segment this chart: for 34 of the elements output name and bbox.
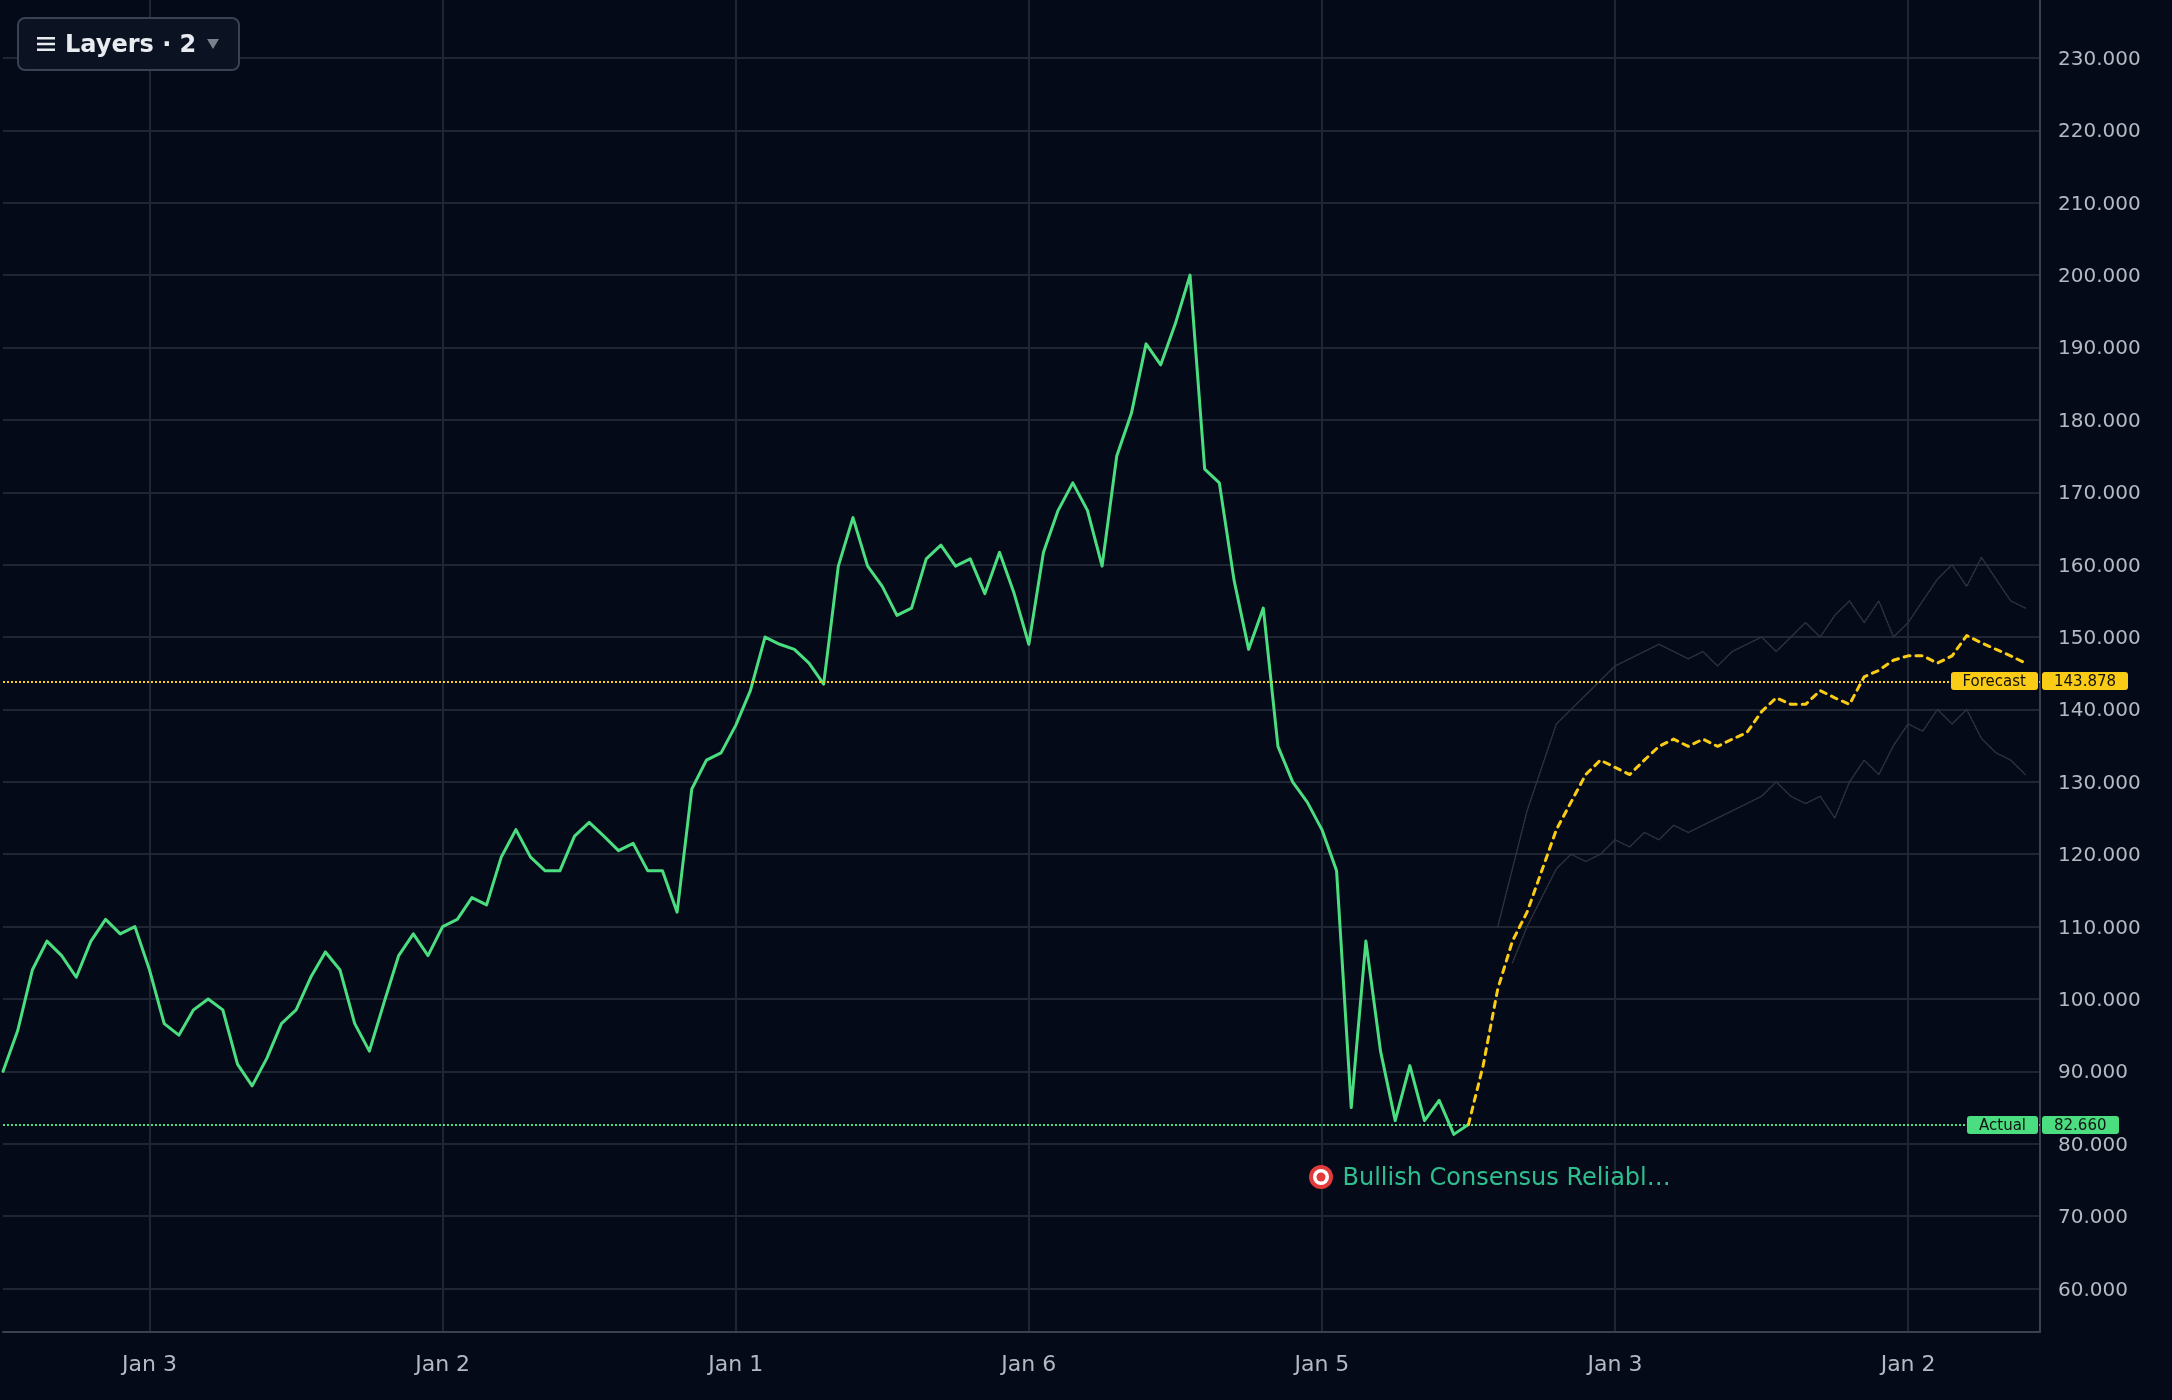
annotation: Bullish Consensus Reliabl…	[1342, 1162, 1671, 1191]
y-tick-label: 160.000	[2058, 552, 2141, 577]
x-tick-label: Jan 1	[706, 1350, 764, 1376]
x-tick-label: Jan 5	[1292, 1350, 1350, 1376]
annotation: Layers · 2	[65, 30, 197, 58]
y-tick-label: 90.000	[2058, 1059, 2128, 1084]
y-tick-label: 180.000	[2058, 407, 2141, 432]
y-tick-label: 110.000	[2058, 914, 2141, 939]
y-tick-label: 190.000	[2058, 335, 2141, 360]
y-tick-label: 220.000	[2058, 118, 2141, 143]
x-tick-label: Jan 6	[999, 1350, 1057, 1376]
x-tick-label: Jan 3	[120, 1350, 177, 1376]
ref-line-label: Actual	[1967, 1115, 2038, 1134]
y-tick-label: 60.000	[2058, 1276, 2128, 1301]
line-series	[1511, 708, 2027, 964]
x-tick-label: Jan 2	[1878, 1350, 1936, 1376]
x-tick-label: Jan 2	[413, 1350, 471, 1376]
y-tick-label: 210.000	[2058, 190, 2141, 215]
y-tick-label: 120.000	[2058, 842, 2141, 867]
y-tick-label: 170.000	[2058, 480, 2141, 505]
x-tick-label: Jan 3	[1585, 1350, 1643, 1376]
ref-line-label: Forecast	[1950, 672, 2038, 691]
y-tick-label: 100.000	[2058, 987, 2141, 1011]
y-tick-label: 230.000	[2058, 45, 2141, 70]
y-tick-label: 130.000	[2058, 769, 2141, 794]
layers-button: Layers · 2	[17, 17, 241, 71]
text: 143.878	[2042, 672, 2129, 691]
y-tick-label: 150.000	[2058, 625, 2141, 650]
y-tick-label: 80.000	[2058, 1131, 2128, 1156]
text: 82.660	[2042, 1115, 2119, 1134]
y-tick-label: 70.000	[2058, 1204, 2128, 1229]
y-tick-label: 200.000	[2058, 263, 2141, 288]
y-tick-label: 140.000	[2058, 697, 2141, 722]
line-series	[1497, 556, 2027, 928]
